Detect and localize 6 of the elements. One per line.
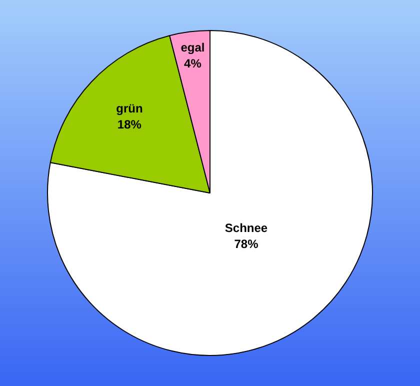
data-label: 4% <box>184 56 202 70</box>
slice-label: egal <box>180 40 205 54</box>
data-label: 78% <box>234 237 259 252</box>
data-label: 18% <box>117 118 142 132</box>
slice-label: grün <box>116 102 143 116</box>
slice-label: Schnee <box>224 221 268 236</box>
